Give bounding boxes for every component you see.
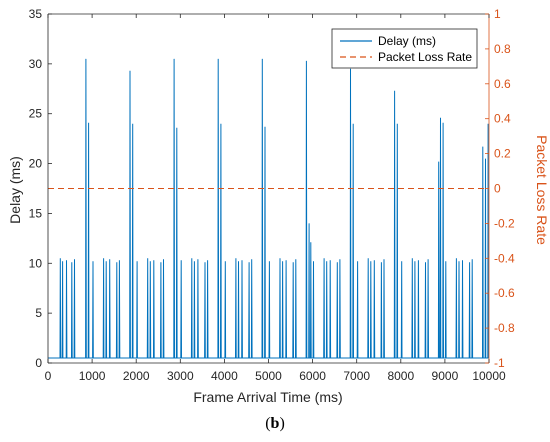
x-tick-label: 6000 bbox=[299, 369, 326, 383]
legend-label-loss: Packet Loss Rate bbox=[378, 50, 472, 64]
x-tick-label: 8000 bbox=[387, 369, 414, 383]
caption-open: ( bbox=[265, 415, 271, 432]
series-layer bbox=[48, 58, 489, 359]
figure-caption: (b) bbox=[0, 415, 550, 433]
x-tick-label: 2000 bbox=[123, 369, 150, 383]
x-tick-label: 0 bbox=[45, 369, 52, 383]
y-tick-label: 35 bbox=[29, 7, 43, 21]
y2-tick-label: 0.2 bbox=[494, 147, 511, 161]
y2-tick-label: 0.8 bbox=[494, 42, 511, 56]
y-tick-label: 10 bbox=[29, 256, 43, 270]
y2-tick-label: -0.6 bbox=[494, 286, 515, 300]
legend-label-delay: Delay (ms) bbox=[378, 34, 436, 48]
y-axis-title: Delay (ms) bbox=[7, 156, 23, 224]
y-tick-label: 15 bbox=[29, 206, 43, 220]
y2-tick-label: 0 bbox=[494, 182, 501, 196]
y2-tick-label: 0.6 bbox=[494, 77, 511, 91]
y-tick-label: 5 bbox=[35, 306, 42, 320]
y2-tick-label: 1 bbox=[494, 7, 501, 21]
y2-axis-title: Packet Loss Rate bbox=[534, 135, 550, 245]
x-tick-label: 10000 bbox=[472, 369, 506, 383]
y-tick-label: 25 bbox=[29, 107, 43, 121]
y2-tick-label: -1 bbox=[494, 356, 505, 370]
axes-layer: 0 1000 2000 3000 4000 5000 6000 7000 8000 9000 100… bbox=[29, 7, 515, 383]
y-tick-label: 20 bbox=[29, 157, 43, 171]
legend-box bbox=[331, 28, 478, 69]
y2-tick-label: -0.8 bbox=[494, 321, 515, 335]
x-tick-label: 1000 bbox=[79, 369, 106, 383]
x-tick-label: 4000 bbox=[211, 369, 238, 383]
y2-tick-label: -0.4 bbox=[494, 251, 515, 265]
x-tick-label: 3000 bbox=[167, 369, 194, 383]
caption-close: ) bbox=[279, 415, 285, 432]
x-tick-label: 7000 bbox=[343, 369, 370, 383]
y2-tick-label: 0.4 bbox=[494, 112, 511, 126]
y-tick-label: 30 bbox=[29, 57, 43, 71]
x-axis-title: Frame Arrival Time (ms) bbox=[193, 389, 342, 405]
series-line-delay bbox=[48, 58, 489, 359]
x-tick-label: 9000 bbox=[432, 369, 459, 383]
y-tick-label: 0 bbox=[35, 356, 42, 370]
caption-letter: b bbox=[270, 415, 280, 432]
y2-tick-label: -0.2 bbox=[494, 216, 515, 230]
legend: Delay (ms) Packet Loss Rate bbox=[331, 28, 478, 69]
x-tick-label: 5000 bbox=[255, 369, 282, 383]
